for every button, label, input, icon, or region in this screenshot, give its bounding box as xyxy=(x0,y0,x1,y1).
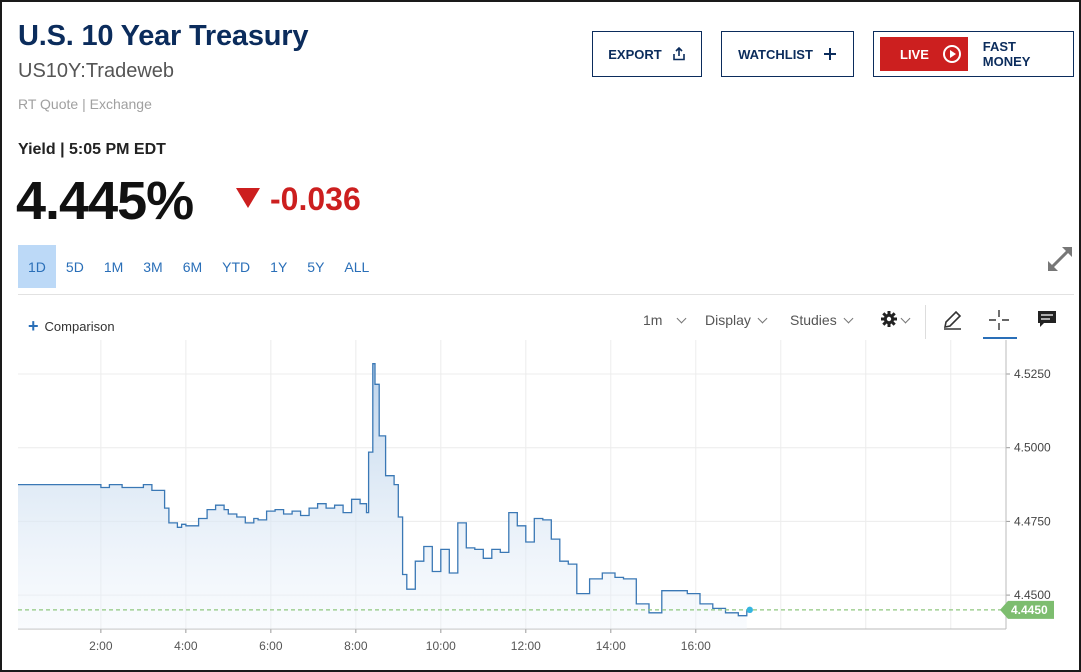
crosshair-tool-button[interactable] xyxy=(988,309,1010,334)
export-label: EXPORT xyxy=(608,46,662,62)
x-tick-label: 12:00 xyxy=(511,639,541,653)
share-icon xyxy=(672,47,686,61)
pencil-icon xyxy=(941,309,963,334)
x-tick-label: 6:00 xyxy=(259,639,283,653)
settings-dropdown[interactable] xyxy=(880,310,911,331)
live-pill: LIVE xyxy=(880,37,968,71)
x-tick-label: 10:00 xyxy=(426,639,456,653)
interval-dropdown[interactable]: 1m xyxy=(643,312,687,328)
symbol-label: US10Y:Tradeweb xyxy=(18,60,175,82)
last-price: 4.445% xyxy=(16,171,194,231)
range-tab-1m[interactable]: 1M xyxy=(103,258,124,275)
interval-label: 1m xyxy=(643,312,663,328)
display-label: Display xyxy=(705,312,751,328)
studies-dropdown[interactable]: Studies xyxy=(790,312,854,328)
y-tick-label: 4.5000 xyxy=(1014,441,1051,455)
active-tool-indicator xyxy=(983,337,1017,339)
range-tab-1y[interactable]: 1Y xyxy=(270,258,288,275)
yield-timestamp: Yield | 5:05 PM EDT xyxy=(18,141,166,158)
price-change: -0.036 xyxy=(270,181,361,217)
range-tab-ytd[interactable]: YTD xyxy=(222,258,251,275)
y-tick-label: 4.5250 xyxy=(1014,367,1051,381)
x-tick-label: 16:00 xyxy=(681,639,711,653)
crosshair-icon xyxy=(988,309,1010,334)
last-value-tag xyxy=(1000,600,1054,619)
live-label: LIVE xyxy=(900,46,929,62)
annotation-tool-button[interactable] xyxy=(1036,309,1058,332)
x-tick-label: 8:00 xyxy=(344,639,368,653)
y-tick-label: 4.4750 xyxy=(1014,514,1051,528)
chevron-down-icon xyxy=(843,313,854,323)
yield-area xyxy=(18,363,747,629)
expand-icon[interactable] xyxy=(1045,244,1075,274)
plus-icon: + xyxy=(28,316,39,336)
range-tab-3m[interactable]: 3M xyxy=(143,258,163,275)
divider xyxy=(18,294,1074,295)
comparison-button[interactable]: + Comparison xyxy=(28,316,115,337)
last-value-label: 4.4450 xyxy=(1011,603,1048,617)
range-tab-5y[interactable]: 5Y xyxy=(307,258,325,275)
plus-icon xyxy=(823,47,837,61)
play-icon xyxy=(942,45,961,63)
studies-label: Studies xyxy=(790,312,837,328)
gear-icon xyxy=(880,310,898,331)
time-range-tabs: 1D 5D 1M 3M 6M YTD 1Y 5Y ALL xyxy=(18,245,379,288)
range-tab-1d[interactable]: 1D xyxy=(18,245,56,288)
range-tab-5d[interactable]: 5D xyxy=(65,258,84,275)
yield-chart[interactable]: 2:00 4:00 6:00 8:00 10:00 12:00 14:00 16:00 4.52… xyxy=(0,340,1081,670)
page-title: U.S. 10 Year Treasury xyxy=(18,20,309,52)
last-value-marker xyxy=(746,606,753,614)
x-tick-label: 2:00 xyxy=(89,639,113,653)
quote-source: RT Quote | Exchange xyxy=(18,96,152,112)
draw-tool-button[interactable] xyxy=(941,309,963,334)
fast-money-label: FAST MONEY xyxy=(982,39,1031,69)
range-tab-all[interactable]: ALL xyxy=(344,258,370,275)
x-tick-label: 14:00 xyxy=(596,639,626,653)
yield-line xyxy=(18,363,748,617)
down-arrow-icon xyxy=(236,188,260,208)
watchlist-label: WATCHLIST xyxy=(738,46,813,62)
display-dropdown[interactable]: Display xyxy=(705,312,768,328)
export-button[interactable]: EXPORT xyxy=(592,31,702,77)
comparison-label: Comparison xyxy=(44,319,115,334)
chevron-down-icon xyxy=(677,313,687,323)
range-tab-6m[interactable]: 6M xyxy=(182,258,203,275)
live-fast-money-button[interactable]: LIVE FAST MONEY xyxy=(873,31,1074,77)
watchlist-button[interactable]: WATCHLIST xyxy=(721,31,854,77)
comment-icon xyxy=(1036,309,1058,332)
y-tick-label: 4.4500 xyxy=(1014,588,1051,602)
chevron-down-icon xyxy=(900,313,911,324)
x-tick-label: 4:00 xyxy=(174,639,198,653)
toolbar-divider xyxy=(925,305,926,339)
chevron-down-icon xyxy=(757,313,768,323)
